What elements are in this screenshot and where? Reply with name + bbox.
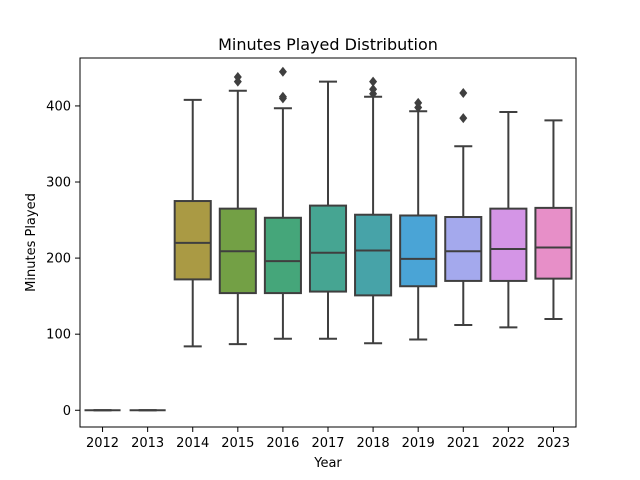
box-iqr xyxy=(534,206,573,280)
outlier-point xyxy=(369,76,378,87)
box-iqr xyxy=(173,200,212,281)
x-tick-label: 2016 xyxy=(266,436,299,451)
box-2022 xyxy=(489,111,528,329)
x-tick-label: 2023 xyxy=(537,436,570,451)
x-tick-label: 2018 xyxy=(357,436,390,451)
x-axis-label: Year xyxy=(313,456,342,471)
x-tick-label: 2017 xyxy=(311,436,344,451)
box-2019 xyxy=(399,97,438,341)
outlier-point xyxy=(459,113,468,124)
box-iqr xyxy=(489,207,528,282)
box-iqr xyxy=(263,216,302,295)
x-tick-label: 2014 xyxy=(176,436,209,451)
x-tick-label: 2012 xyxy=(86,436,119,451)
x-tick-label: 2019 xyxy=(402,436,435,451)
x-axis: 2012 2013 2014 2015 2016 2017 2018 2019 2021 2022… xyxy=(86,427,570,451)
y-tick-label: 200 xyxy=(46,252,71,267)
box-2014 xyxy=(173,98,212,348)
box-iqr xyxy=(399,214,438,288)
outlier-point xyxy=(278,66,287,77)
outlier-point xyxy=(233,72,242,83)
y-tick-label: 300 xyxy=(46,176,71,191)
chart-title: Minutes Played Distribution xyxy=(218,35,438,54)
box-iqr xyxy=(308,204,348,293)
y-axis: 0 100 200 300 400 xyxy=(46,99,80,419)
box-2017 xyxy=(308,80,348,340)
y-tick-label: 400 xyxy=(46,99,71,114)
y-tick-label: 100 xyxy=(46,328,71,343)
y-axis-label: Minutes Played xyxy=(24,193,39,292)
outlier-point xyxy=(414,97,423,108)
box-2016 xyxy=(263,66,302,340)
outlier-point xyxy=(278,91,287,102)
box-2015 xyxy=(218,72,257,346)
box-2023 xyxy=(534,119,573,320)
x-tick-label: 2015 xyxy=(221,436,254,451)
x-tick-label: 2022 xyxy=(492,436,525,451)
y-tick-label: 0 xyxy=(63,404,71,419)
x-tick-label: 2021 xyxy=(447,436,480,451)
x-tick-label: 2013 xyxy=(131,436,164,451)
outlier-point xyxy=(369,84,378,95)
outlier-point xyxy=(459,87,468,98)
box-iqr xyxy=(444,216,483,282)
box-2018 xyxy=(354,76,393,345)
plot-area xyxy=(84,66,573,412)
box-2021 xyxy=(444,87,483,327)
box-iqr xyxy=(354,213,393,297)
